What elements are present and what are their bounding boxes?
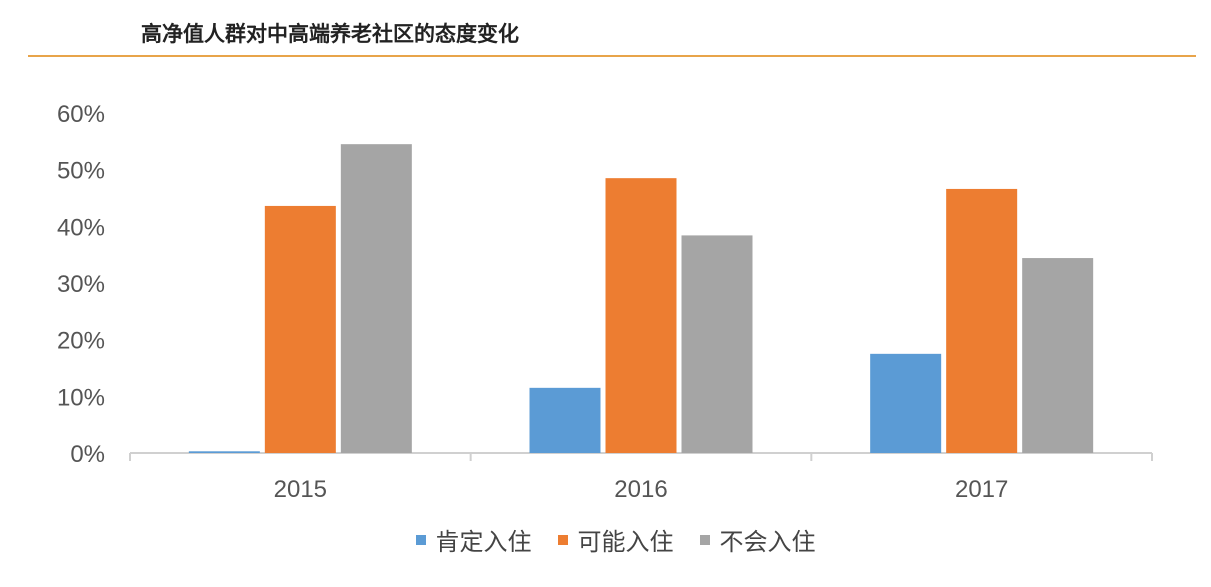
y-tick-label: 0% [70,441,105,468]
bar-2015-肯定入住 [188,451,260,453]
y-tick-label: 40% [57,214,105,241]
legend-swatch [557,534,568,545]
bar-2015-可能入住 [264,205,336,453]
y-tick-label: 60% [57,101,105,128]
chart-title: 高净值人群对中高端养老社区的态度变化 [141,22,519,46]
x-tick-label: 2017 [955,476,1008,503]
legend: 肯定入住 可能入住 不会入住 [0,522,1211,557]
legend-item: 可能入住 [557,522,674,557]
legend-swatch [699,534,710,545]
title-divider [28,55,1196,57]
bar-2017-肯定入住 [870,353,942,453]
legend-label: 不会入住 [719,528,816,556]
bar-2017-不会入住 [1022,258,1094,453]
legend-item: 肯定入住 [415,522,532,557]
legend-swatch [415,534,426,545]
bar-chart: 0% 10% 20% 30% 40% 50% 60% 2015 2016 2017 [57,101,1153,503]
y-tick-label: 30% [57,271,105,298]
legend-label: 肯定入住 [435,528,532,556]
bar-2016-可能入住 [605,178,677,453]
bar-2016-不会入住 [681,235,753,453]
x-tick-label: 2015 [274,476,327,503]
bar-2016-肯定入住 [529,387,601,453]
legend-item: 不会入住 [699,522,816,557]
y-tick-label: 10% [57,384,105,411]
bar-2015-不会入住 [340,144,412,453]
y-tick-label: 50% [57,158,105,185]
legend-label: 可能入住 [577,528,674,556]
bar-2017-可能入住 [946,188,1018,453]
y-tick-label: 20% [57,328,105,355]
x-tick-label: 2016 [614,476,667,503]
